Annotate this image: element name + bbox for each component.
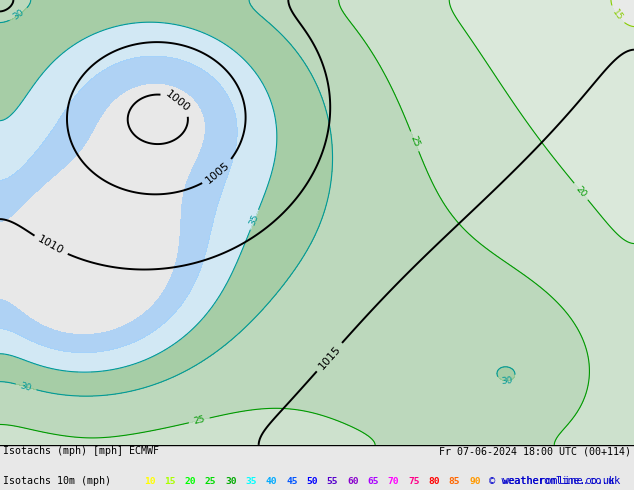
Text: 70: 70 — [388, 477, 399, 487]
Text: 65: 65 — [368, 477, 379, 487]
Text: 20: 20 — [184, 477, 196, 487]
Text: 15: 15 — [610, 7, 624, 22]
Text: 25: 25 — [205, 477, 216, 487]
Text: 1000: 1000 — [164, 88, 192, 114]
Text: 1005: 1005 — [204, 160, 232, 185]
Text: 55: 55 — [327, 477, 339, 487]
Text: 50: 50 — [306, 477, 318, 487]
Text: 90: 90 — [469, 477, 481, 487]
Text: Isotachs (mph) [mph] ECMWF: Isotachs (mph) [mph] ECMWF — [3, 446, 159, 456]
Text: 30: 30 — [225, 477, 236, 487]
Text: 80: 80 — [429, 477, 440, 487]
Text: 30: 30 — [501, 376, 514, 386]
Text: 15: 15 — [164, 477, 176, 487]
Text: 35: 35 — [248, 213, 261, 227]
Text: Isotachs 10m (mph): Isotachs 10m (mph) — [3, 476, 111, 487]
Text: 40: 40 — [266, 477, 277, 487]
Text: 20: 20 — [574, 184, 588, 199]
Text: 85: 85 — [449, 477, 460, 487]
Text: 45: 45 — [286, 477, 298, 487]
Text: 30: 30 — [11, 8, 26, 22]
Text: 1010: 1010 — [36, 234, 65, 257]
Text: 75: 75 — [408, 477, 420, 487]
Text: 10: 10 — [144, 477, 155, 487]
Text: 60: 60 — [347, 477, 359, 487]
Text: weatheronline.co.uk: weatheronline.co.uk — [503, 476, 614, 487]
Text: 30: 30 — [19, 381, 33, 393]
Text: 1015: 1015 — [316, 343, 342, 371]
Text: 25: 25 — [193, 415, 206, 426]
Text: © weatheronline.co.uk: © weatheronline.co.uk — [489, 476, 621, 487]
Text: Fr 07-06-2024 18:00 UTC (00+114): Fr 07-06-2024 18:00 UTC (00+114) — [439, 446, 631, 456]
Text: 25: 25 — [408, 134, 421, 148]
Text: 35: 35 — [245, 477, 257, 487]
